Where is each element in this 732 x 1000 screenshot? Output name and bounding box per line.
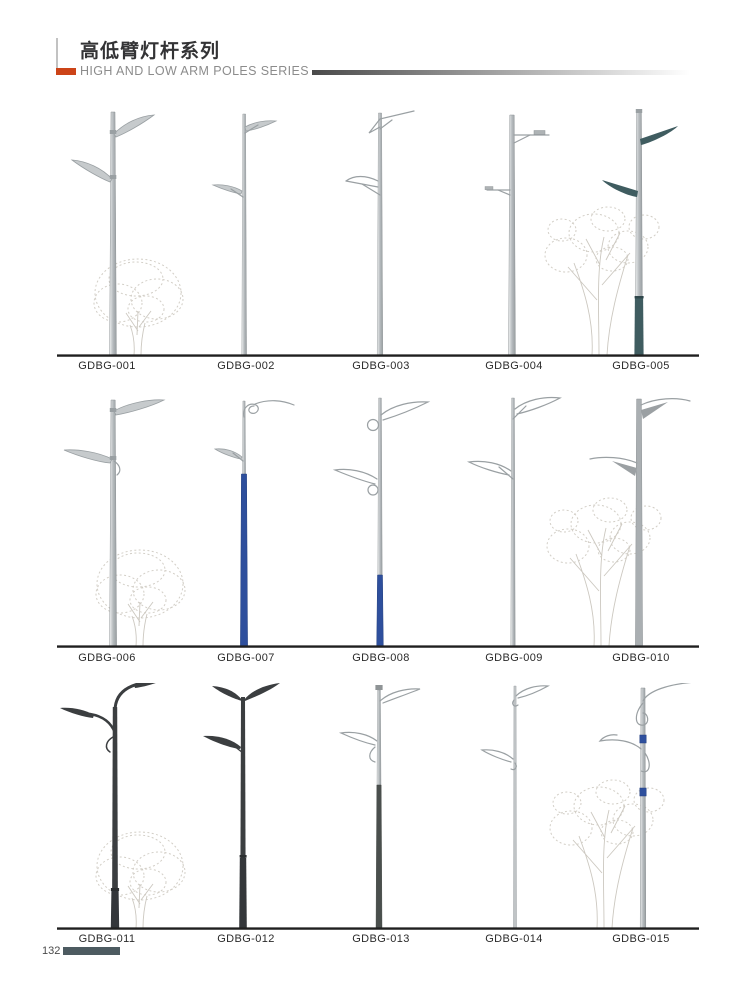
row2-illustration bbox=[57, 396, 699, 648]
pole-gdbg-013 bbox=[338, 685, 421, 929]
pole-gdbg-008 bbox=[332, 397, 431, 647]
product-code-gdbg-007: GDBG-007 bbox=[217, 652, 275, 664]
pole-gdbg-015 bbox=[598, 683, 692, 929]
tree-sketch bbox=[544, 206, 660, 356]
product-code-gdbg-004: GDBG-004 bbox=[485, 360, 543, 372]
product-code-gdbg-011: GDBG-011 bbox=[78, 933, 136, 945]
product-code-gdbg-010: GDBG-010 bbox=[612, 652, 670, 664]
pole-gdbg-011 bbox=[60, 683, 156, 928]
tree-sketch bbox=[549, 779, 665, 929]
pole-gdbg-009 bbox=[466, 396, 562, 647]
pole-gdbg-010 bbox=[589, 398, 691, 647]
product-code-gdbg-005: GDBG-005 bbox=[612, 360, 670, 372]
header-bracket-accent bbox=[56, 68, 76, 75]
pole-gdbg-006 bbox=[63, 399, 166, 647]
page-number: 132 bbox=[42, 945, 61, 957]
product-code-gdbg-008: GDBG-008 bbox=[352, 652, 410, 664]
footer-bar bbox=[63, 947, 120, 955]
product-code-gdbg-006: GDBG-006 bbox=[78, 652, 136, 664]
product-code-gdbg-009: GDBG-009 bbox=[485, 652, 543, 664]
pole-gdbg-012 bbox=[203, 683, 280, 928]
product-code-gdbg-012: GDBG-012 bbox=[217, 933, 275, 945]
page-subtitle: HIGH AND LOW ARM POLES SERIES bbox=[80, 64, 310, 78]
tree-sketch bbox=[93, 258, 184, 356]
product-code-gdbg-003: GDBG-003 bbox=[352, 360, 410, 372]
pole-gdbg-002 bbox=[211, 113, 278, 356]
pole-gdbg-005 bbox=[602, 109, 678, 356]
pole-gdbg-007 bbox=[213, 400, 295, 647]
pole-gdbg-014 bbox=[480, 685, 550, 929]
pole-gdbg-004 bbox=[484, 114, 550, 356]
product-code-gdbg-014: GDBG-014 bbox=[485, 933, 543, 945]
pole-gdbg-001 bbox=[70, 111, 156, 356]
product-code-gdbg-015: GDBG-015 bbox=[612, 933, 670, 945]
pole-gdbg-003 bbox=[345, 110, 415, 356]
product-code-gdbg-001: GDBG-001 bbox=[78, 360, 136, 372]
product-code-gdbg-002: GDBG-002 bbox=[217, 360, 275, 372]
tree-sketch bbox=[546, 497, 662, 647]
tree-sketch bbox=[95, 831, 186, 929]
row1-illustration bbox=[57, 109, 699, 357]
header-bracket-vertical bbox=[56, 38, 58, 74]
product-code-gdbg-013: GDBG-013 bbox=[352, 933, 410, 945]
row3-illustration bbox=[57, 683, 699, 930]
page-title: 高低臂灯杆系列 bbox=[80, 40, 221, 62]
tree-sketch bbox=[95, 549, 186, 647]
header-rule bbox=[312, 70, 690, 75]
